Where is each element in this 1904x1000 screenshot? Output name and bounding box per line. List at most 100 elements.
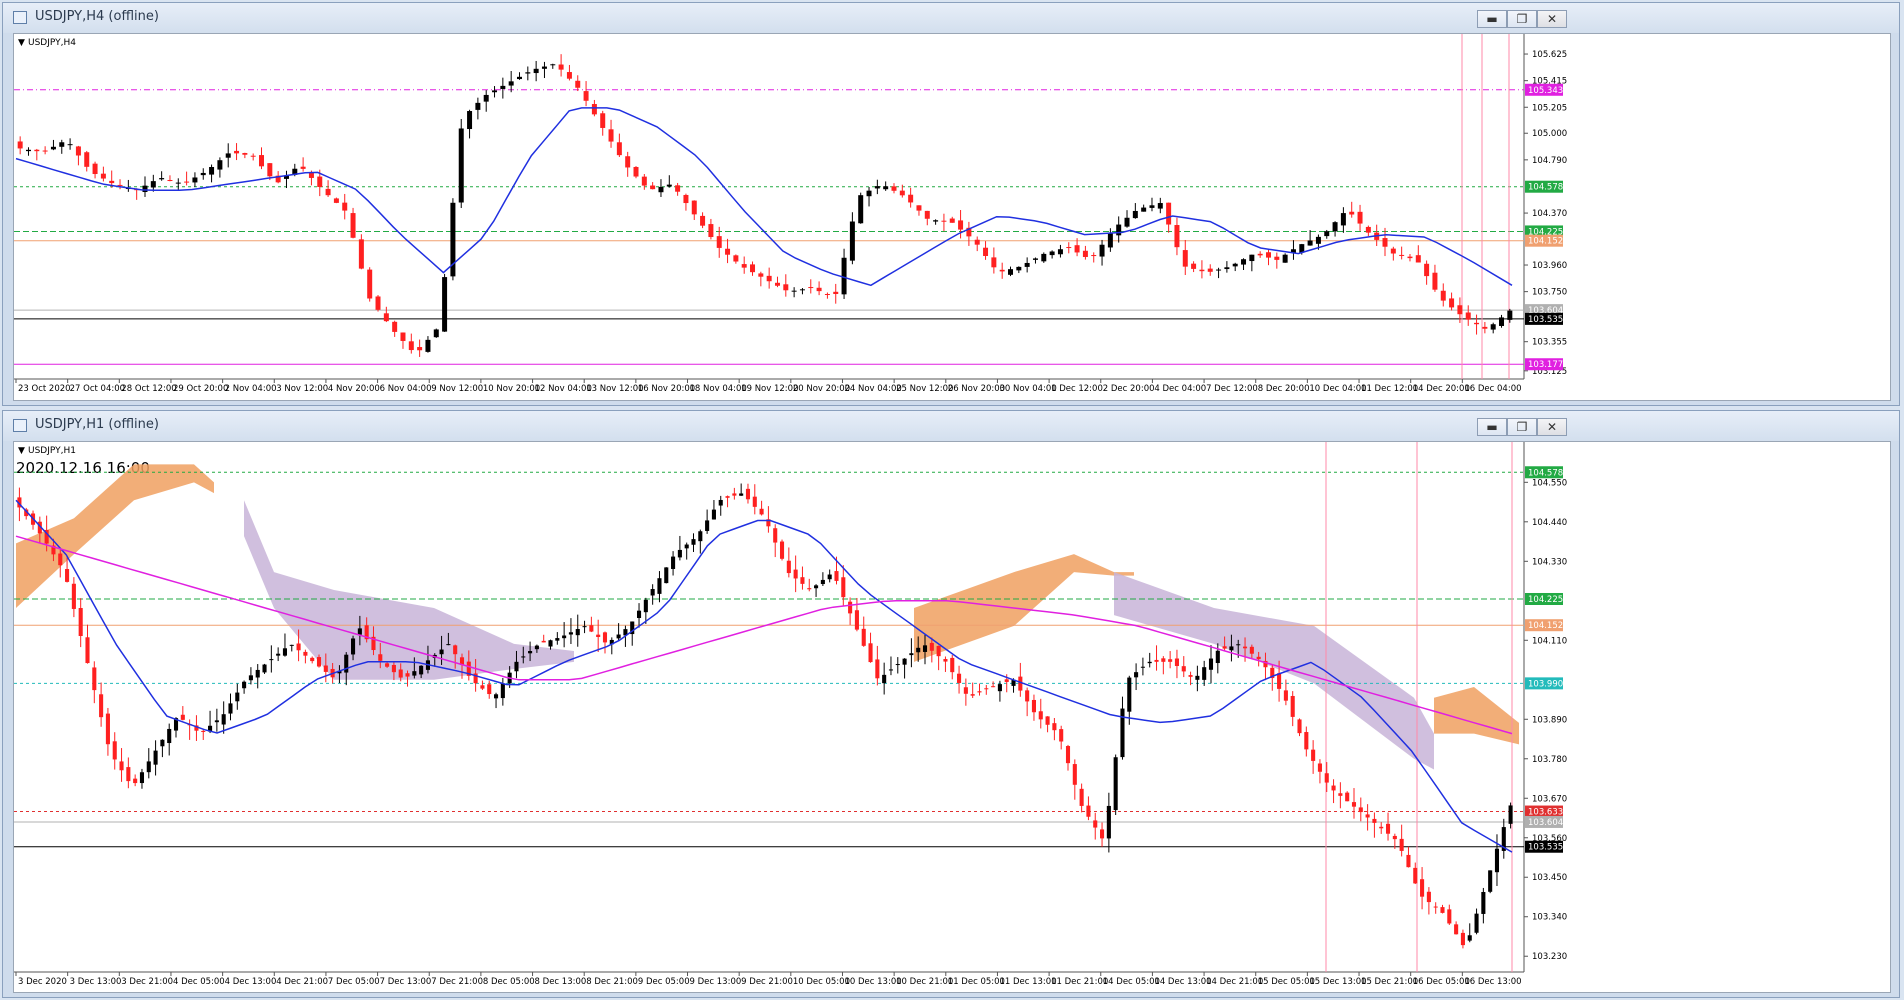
candle-body [383, 313, 389, 322]
window-titlebar[interactable]: USDJPY,H1 (offline) ▬ ❐ ✕ [3, 411, 1899, 441]
candle-body [895, 664, 900, 666]
candle-body [1107, 233, 1113, 248]
candle-body [883, 186, 889, 190]
time-axis-label: 16 Dec 04:00 [1464, 384, 1521, 394]
candle-body [568, 632, 573, 635]
candle-body [807, 588, 812, 590]
candle-body [929, 642, 934, 651]
candle-body [582, 626, 587, 628]
candle-body [17, 497, 22, 508]
candle-body [759, 508, 764, 515]
minimize-button[interactable]: ▬ [1477, 10, 1507, 28]
candle-body [888, 669, 894, 671]
time-axis-label: 3 Dec 21:00 [121, 977, 173, 987]
candle-body [609, 639, 614, 645]
candle-body [439, 649, 444, 655]
candle-body [300, 166, 306, 169]
candle-body [1222, 646, 1227, 649]
candle-body [1290, 249, 1296, 253]
candle-body [364, 625, 369, 640]
time-axis-label: 10 Dec 05:00 [793, 977, 850, 987]
chart-area-h4[interactable]: ▼ USDJPY,H4 105.625 105.415 105.205 105.000 10… [13, 33, 1891, 401]
candle-body [1208, 658, 1214, 670]
candle-body [1079, 788, 1084, 806]
candle-body [99, 694, 104, 718]
restore-button[interactable]: ❐ [1507, 418, 1537, 436]
candle-body [683, 194, 689, 204]
candle-body [1447, 909, 1452, 924]
price-level-tag [1525, 592, 1563, 605]
candle-body [1082, 250, 1088, 257]
candle-body [1086, 805, 1091, 817]
candle-body [1016, 266, 1022, 271]
time-axis-label: 15 Dec 05:00 [1258, 977, 1315, 987]
candle-body [641, 176, 647, 186]
time-axis-label: 1 Dec 12:00 [1051, 384, 1103, 394]
close-button[interactable]: ✕ [1537, 418, 1567, 436]
candle-body [799, 289, 805, 291]
candle-body [344, 654, 349, 673]
time-axis-label: 11 Dec 13:00 [999, 977, 1056, 987]
time-axis-label: 26 Nov 20:00 [948, 384, 1005, 394]
candle-body [916, 205, 922, 211]
candle-body [1357, 211, 1363, 224]
candle-body [1038, 711, 1043, 720]
candle-body [525, 72, 531, 74]
price-level-tag [1525, 619, 1563, 632]
candle-body [963, 687, 968, 694]
candle-body [725, 496, 730, 498]
candle-body [1372, 818, 1377, 823]
candle-body [861, 628, 866, 646]
candle-body [1315, 236, 1321, 244]
candle-body [1031, 699, 1037, 713]
price-axis-label: 104.370 [1532, 209, 1567, 219]
time-axis-label: 11 Dec 21:00 [1051, 977, 1108, 987]
candle-body [173, 718, 179, 731]
moving-average-line [15, 535, 1513, 735]
candle-body [1113, 757, 1118, 811]
candle-body [677, 549, 682, 558]
candle-body [741, 264, 747, 268]
price-level-tag-label: 104.225 [1528, 227, 1563, 237]
candle-body [1349, 211, 1355, 215]
candle-body [691, 539, 696, 545]
price-level-tag [1525, 840, 1563, 853]
candle-body [142, 185, 148, 193]
candle-body [716, 236, 722, 248]
candle-body [92, 163, 98, 175]
candle-body [949, 218, 955, 223]
candle-body [289, 644, 294, 646]
candle-body [269, 659, 274, 661]
candle-body [1274, 256, 1280, 260]
candle-body [666, 184, 672, 187]
minimize-button[interactable]: ▬ [1477, 418, 1507, 436]
price-axis-label: 104.790 [1532, 156, 1567, 166]
candle-body [1181, 666, 1186, 672]
candle-body [1154, 659, 1159, 662]
chart-area-h1[interactable]: ▼ USDJPY,H1 2020.12.16 16:00 104.550 104.440… [13, 441, 1891, 993]
candle-body [758, 273, 764, 277]
candle-body [1066, 247, 1072, 249]
candle-body [1508, 805, 1513, 824]
price-level-tag-label: 104.578 [1528, 468, 1563, 478]
price-chart-h4[interactable]: ▼ USDJPY,H4 105.625 105.415 105.205 105.000 10… [14, 34, 1890, 400]
price-axis-label: 104.110 [1532, 636, 1567, 646]
time-axis-label: 4 Dec 05:00 [173, 977, 225, 987]
candle-body [555, 638, 560, 641]
price-level-tag [1525, 466, 1563, 479]
candle-body [514, 661, 519, 672]
candle-body [153, 750, 158, 765]
candle-body [133, 778, 138, 784]
restore-button[interactable]: ❐ [1507, 10, 1537, 28]
price-level-tag-label: 103.990 [1528, 679, 1563, 689]
candle-body [745, 488, 751, 500]
close-button[interactable]: ✕ [1537, 10, 1567, 28]
candle-body [1499, 317, 1505, 326]
price-level-tag-label: 103.535 [1528, 315, 1563, 325]
price-axis-label: 105.625 [1532, 50, 1567, 60]
window-titlebar[interactable]: USDJPY,H4 (offline) ▬ ❐ ✕ [3, 3, 1899, 33]
candle-body [84, 152, 90, 167]
price-axis-label: 103.750 [1532, 288, 1567, 298]
candle-body [999, 269, 1005, 272]
